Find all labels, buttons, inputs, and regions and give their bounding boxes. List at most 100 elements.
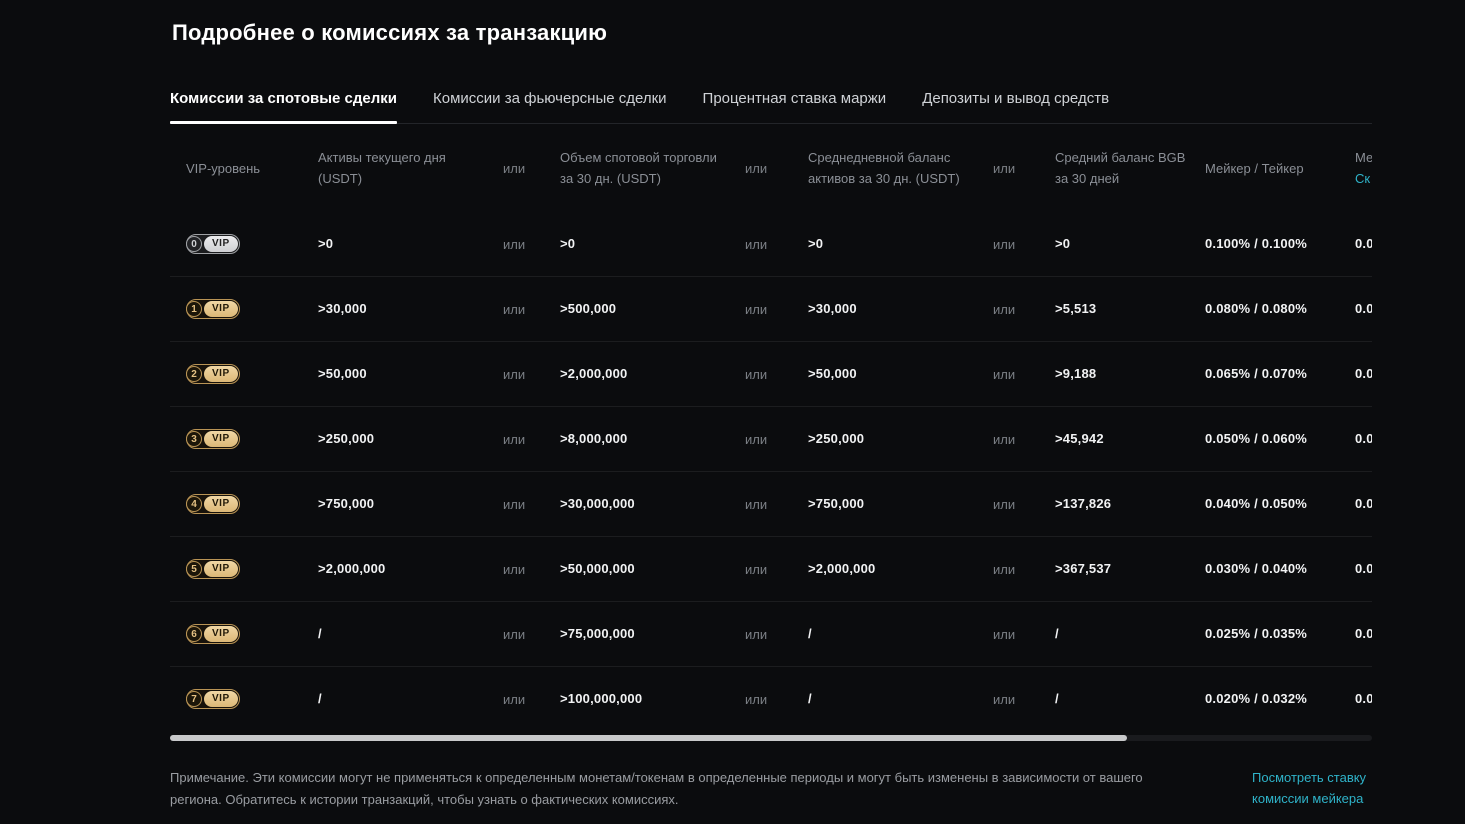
clipped-value: 0.0 — [1355, 431, 1372, 446]
vip-label: VIP — [204, 236, 238, 253]
col-header-maker-taker: Мейкер / Тейкер — [1205, 160, 1304, 176]
maker-taker-value: 0.025% / 0.035% — [1205, 626, 1308, 641]
bgb-balance-value: >0 — [1055, 236, 1071, 251]
vip-label: VIP — [204, 561, 238, 578]
bgb-balance-value: >367,537 — [1055, 561, 1112, 576]
col-header-daily-assets: Активы текущего дня (USDT) — [318, 150, 446, 186]
avg-balance-value: >2,000,000 — [808, 561, 876, 576]
or-label: или — [993, 301, 1016, 317]
table-row-vip-0: 0 VIP >0 или >0 или >0 или >0 0.100% / 0.100% 0.0 — [170, 212, 1372, 276]
table-row-vip-7: 7 VIP / или >100,000,000 или / или / 0.020% / 0.0… — [170, 666, 1372, 731]
avg-balance-value: >250,000 — [808, 431, 865, 446]
vip-badge: 4 VIP — [186, 494, 240, 515]
footer: Примечание. Эти комиссии могут не примен… — [170, 767, 1372, 811]
col-header-bgb-balance: Средний баланс BGB за 30 дней — [1055, 150, 1186, 186]
vip-level-cell: 5 VIP — [170, 559, 318, 580]
or-label: или — [993, 160, 1016, 176]
daily-assets-value: / — [318, 691, 322, 706]
vip-badge: 6 VIP — [186, 624, 240, 645]
bgb-balance-value: >9,188 — [1055, 366, 1097, 381]
or-label: или — [503, 561, 526, 577]
or-label: или — [503, 431, 526, 447]
or-label: или — [745, 691, 768, 707]
spot-volume-value: >2,000,000 — [560, 366, 628, 381]
or-label: или — [745, 160, 768, 176]
or-label: или — [993, 236, 1016, 252]
fee-details-panel: Подробнее о комиссиях за транзакцию Коми… — [170, 0, 1372, 811]
or-label: или — [993, 366, 1016, 382]
col-header-clipped[interactable]: Ме Ск — [1355, 150, 1372, 186]
vip-level-number: 4 — [186, 496, 202, 513]
table-row-vip-6: 6 VIP / или >75,000,000 или / или / 0.025% / 0.03… — [170, 601, 1372, 666]
tab-1[interactable]: Комиссии за фьючерсные сделки — [433, 90, 667, 123]
bgb-balance-value: / — [1055, 691, 1059, 706]
table-header-row: VIP-уровень Активы текущего дня (USDT) или О… — [170, 124, 1372, 212]
tab-0[interactable]: Комиссии за спотовые сделки — [170, 90, 398, 124]
or-label: или — [503, 301, 526, 317]
spot-volume-value: >75,000,000 — [560, 626, 635, 641]
tab-3[interactable]: Депозиты и вывод средств — [922, 90, 1109, 123]
vip-level-number: 2 — [186, 366, 202, 383]
vip-level-cell: 2 VIP — [170, 364, 318, 385]
maker-fee-rate-link[interactable]: Посмотреть ставку комиссии мейкера — [1252, 770, 1367, 806]
or-label: или — [993, 431, 1016, 447]
clipped-value: 0.0 — [1355, 626, 1372, 641]
vip-level-cell: 3 VIP — [170, 429, 318, 450]
page-title: Подробнее о комиссиях за транзакцию — [172, 20, 608, 45]
or-label: или — [993, 626, 1016, 642]
or-label: или — [993, 561, 1016, 577]
daily-assets-value: >250,000 — [318, 431, 375, 446]
vip-badge: 2 VIP — [186, 364, 240, 385]
col-header-vip-level: VIP-уровень — [186, 160, 261, 176]
bgb-balance-value: >5,513 — [1055, 301, 1097, 316]
spot-volume-value: >8,000,000 — [560, 431, 628, 446]
daily-assets-value: >2,000,000 — [318, 561, 386, 576]
table-row-vip-4: 4 VIP >750,000 или >30,000,000 или >750,000 или… — [170, 471, 1372, 536]
daily-assets-value: >50,000 — [318, 366, 367, 381]
vip-level-cell: 0 VIP — [170, 234, 318, 255]
or-label: или — [503, 496, 526, 512]
or-label: или — [993, 496, 1016, 512]
table-row-vip-5: 5 VIP >2,000,000 или >50,000,000 или >2,000,00… — [170, 536, 1372, 601]
daily-assets-value: >0 — [318, 236, 334, 251]
vip-label: VIP — [204, 691, 238, 708]
avg-balance-value: / — [808, 691, 812, 706]
spot-volume-value: >0 — [560, 236, 576, 251]
avg-balance-value: >30,000 — [808, 301, 857, 316]
or-label: или — [745, 496, 768, 512]
vip-label: VIP — [204, 366, 238, 383]
vip-level-number: 3 — [186, 431, 202, 448]
maker-taker-value: 0.080% / 0.080% — [1205, 301, 1308, 316]
vip-label: VIP — [204, 626, 238, 643]
avg-balance-value: >750,000 — [808, 496, 865, 511]
daily-assets-value: >750,000 — [318, 496, 375, 511]
table-row-vip-1: 1 VIP >30,000 или >500,000 или >30,000 или >5,51… — [170, 276, 1372, 341]
tab-2[interactable]: Процентная ставка маржи — [703, 90, 887, 123]
vip-level-number: 0 — [186, 236, 202, 253]
horizontal-scrollbar-thumb[interactable] — [170, 735, 1127, 741]
vip-level-number: 1 — [186, 301, 202, 318]
maker-taker-value: 0.030% / 0.040% — [1205, 561, 1308, 576]
or-label: или — [745, 236, 768, 252]
or-label: или — [745, 626, 768, 642]
or-label: или — [503, 691, 526, 707]
table-row-vip-2: 2 VIP >50,000 или >2,000,000 или >50,000 или >9,… — [170, 341, 1372, 406]
bgb-balance-value: / — [1055, 626, 1059, 641]
vip-level-cell: 7 VIP — [170, 689, 318, 710]
or-label: или — [745, 431, 768, 447]
vip-badge: 3 VIP — [186, 429, 240, 450]
col-header-spot-volume: Объем спотовой торговли за 30 дн. (USDT) — [560, 150, 717, 186]
vip-badge: 1 VIP — [186, 299, 240, 320]
spot-volume-value: >500,000 — [560, 301, 617, 316]
vip-label: VIP — [204, 496, 238, 513]
vip-label: VIP — [204, 301, 238, 318]
horizontal-scrollbar-track[interactable] — [170, 735, 1372, 741]
clipped-value: 0.0 — [1355, 236, 1372, 251]
clipped-value: 0.0 — [1355, 691, 1372, 706]
table-body: 0 VIP >0 или >0 или >0 или >0 0.100% / 0.100% 0.0 1… — [170, 212, 1372, 731]
daily-assets-value: / — [318, 626, 322, 641]
vip-level-number: 7 — [186, 691, 202, 708]
vip-level-number: 5 — [186, 561, 202, 578]
vip-badge: 7 VIP — [186, 689, 240, 710]
avg-balance-value: >50,000 — [808, 366, 857, 381]
